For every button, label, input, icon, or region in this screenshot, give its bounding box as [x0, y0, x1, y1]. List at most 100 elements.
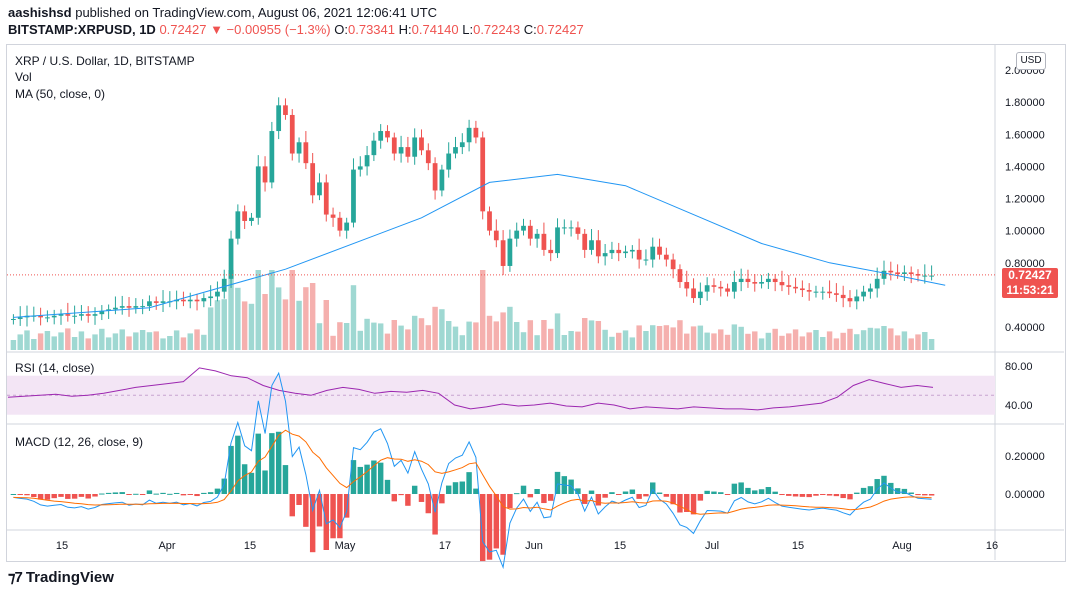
macd-histogram-bar	[65, 494, 71, 499]
macd-histogram-bar	[296, 494, 302, 505]
macd-histogram-bar	[255, 433, 261, 494]
candle-body	[568, 227, 574, 229]
candle-body	[691, 288, 696, 299]
macd-histogram-bar	[126, 494, 132, 495]
macd-histogram-bar	[718, 492, 724, 494]
candle-body	[602, 253, 608, 257]
macd-histogram-bar	[813, 494, 819, 496]
volume-bar	[513, 322, 520, 350]
macd-histogram-bar	[92, 494, 98, 497]
macd-histogram-bar	[180, 494, 187, 496]
macd-histogram-bar	[303, 494, 309, 527]
macd-histogram-bar	[575, 488, 581, 494]
macd-histogram-bar	[343, 494, 350, 518]
candle-body	[235, 211, 241, 239]
candle-body	[215, 291, 220, 297]
volume-bar	[928, 339, 935, 350]
macd-histogram-bar	[881, 475, 887, 494]
volume-bar	[71, 337, 78, 350]
volume-bar	[500, 312, 506, 350]
candle-body	[527, 225, 533, 239]
macd-histogram-bar	[541, 494, 547, 504]
candle-body	[534, 233, 540, 239]
candle-body	[908, 272, 914, 274]
low-label: L:	[462, 22, 474, 37]
candle-body	[854, 296, 860, 302]
chart-frame[interactable]	[6, 44, 1066, 562]
candle-body	[833, 293, 839, 295]
macd-histogram-bar	[160, 492, 166, 494]
tradingview-footer[interactable]: ⁊7 TradingView	[8, 568, 114, 587]
volume-bar	[316, 323, 323, 350]
volume-bar	[786, 333, 792, 350]
volume-bar	[337, 322, 343, 350]
high-value: 0.74140	[411, 22, 459, 37]
volume-bar	[575, 331, 581, 350]
macd-histogram-bar	[854, 492, 860, 494]
volume-bar	[799, 336, 806, 350]
candle-body	[473, 127, 479, 138]
candle-body	[45, 317, 50, 319]
candle-body	[398, 147, 404, 154]
candle-body	[759, 282, 764, 284]
candle-body	[623, 251, 628, 254]
macd-histogram-bar	[445, 485, 452, 494]
volume-bar	[112, 333, 119, 350]
macd-histogram-bar	[711, 491, 717, 494]
macd-histogram-bar	[119, 492, 125, 494]
macd-tick-label: 0.20000	[1005, 451, 1045, 463]
candle-body	[514, 230, 520, 239]
volume-bar	[629, 337, 636, 350]
volume-bar	[439, 309, 445, 350]
macd-histogram-bar	[867, 486, 874, 494]
macd-histogram-bar	[520, 485, 527, 494]
volume-bar	[582, 318, 588, 350]
macd-histogram-bar	[582, 494, 588, 504]
volume-bar	[718, 329, 724, 350]
candle-body	[385, 131, 390, 138]
macd-histogram-bar	[201, 492, 207, 494]
volume-bar	[10, 340, 17, 350]
volume-bar	[126, 336, 132, 350]
volume-bar	[17, 334, 23, 350]
volume-bar	[622, 330, 629, 350]
candle-body	[371, 140, 377, 156]
volume-bar	[58, 332, 64, 350]
candle-body	[126, 306, 132, 308]
volume-bar	[398, 325, 404, 350]
symbol-code: BITSTAMP:XRPUSD, 1D	[8, 22, 156, 37]
macd-histogram-bar	[466, 472, 472, 494]
volume-bar	[588, 320, 595, 350]
price-tick-label: 1.00000	[1005, 226, 1045, 238]
candle-body	[487, 211, 492, 231]
macd-histogram-bar	[364, 464, 370, 494]
candle-body	[684, 282, 690, 289]
volume-bar	[459, 335, 466, 350]
candle-body	[364, 155, 370, 167]
volume-bar	[105, 337, 112, 350]
chart-title: XRP / U.S. Dollar, 1D, BITSTAMP	[15, 54, 195, 68]
candle-body	[459, 142, 465, 148]
volume-bar	[330, 335, 336, 350]
volume-bar	[411, 315, 418, 350]
candle-body	[745, 278, 751, 283]
volume-bar	[684, 333, 690, 350]
volume-bar	[541, 320, 547, 350]
volume-bar	[738, 326, 744, 350]
macd-histogram-bar	[609, 492, 615, 494]
macd-histogram-bar	[616, 494, 622, 495]
macd-histogram-bar	[112, 492, 119, 494]
candle-body	[85, 314, 91, 316]
volume-bar	[745, 333, 751, 350]
volume-bar	[765, 332, 772, 350]
candle-body	[255, 166, 261, 218]
candle-body	[446, 153, 452, 170]
time-tick-label: Apr	[158, 540, 175, 552]
tag-countdown: 11:53:21	[1006, 283, 1054, 297]
currency-button[interactable]: USD	[1016, 52, 1046, 70]
ma-legend: MA (50, close, 0)	[15, 87, 106, 101]
candle-body	[772, 278, 778, 283]
candle-body	[140, 306, 146, 308]
candle-body	[194, 299, 200, 302]
